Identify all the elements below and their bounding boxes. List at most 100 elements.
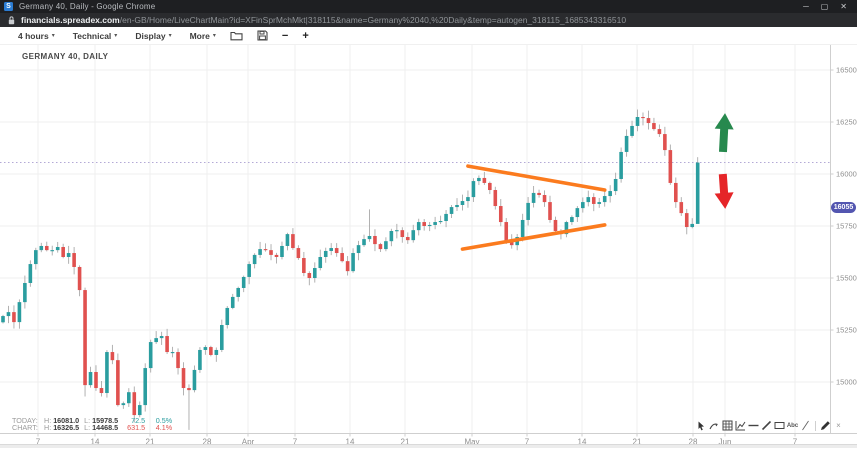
chevron-down-icon: ▾ (114, 33, 118, 39)
price-chart[interactable]: 16500 16250 16000 15750 15500 15250 15000 7 14 21… (0, 45, 857, 448)
pencil-tool-icon[interactable] (820, 419, 831, 432)
zoom-out-button[interactable]: − (281, 29, 289, 42)
candle (263, 249, 268, 251)
candle (50, 250, 55, 252)
time-tick-label: 28 (689, 438, 698, 447)
time-tick-label: 21 (633, 438, 642, 447)
candle (1, 316, 5, 323)
rectangle-tool-icon[interactable] (774, 419, 785, 432)
candle (433, 222, 437, 225)
candle (23, 282, 27, 303)
zoom-in-button[interactable]: + (302, 29, 309, 42)
timeframe-menu[interactable]: 4 hours ▾ (18, 31, 55, 41)
technical-menu-label: Technical (72, 30, 112, 41)
save-icon[interactable] (257, 30, 268, 41)
candle (127, 392, 131, 404)
candle (690, 223, 695, 228)
candle (66, 253, 71, 257)
maximize-button[interactable]: ▢ (820, 2, 829, 11)
display-menu-label: Display (135, 30, 166, 41)
candle (176, 352, 180, 369)
candle (575, 208, 580, 218)
candle (356, 245, 361, 254)
candle (570, 217, 574, 223)
candle (203, 347, 208, 350)
time-tick-label: 14 (346, 438, 355, 447)
close-tools-icon[interactable]: × (836, 421, 841, 430)
time-tick-label: 14 (578, 438, 587, 447)
gridlines (0, 45, 830, 433)
time-tick-label: 7 (293, 438, 298, 447)
candle (449, 207, 454, 214)
horizontal-scrollbar[interactable] (0, 444, 857, 448)
chevron-down-icon: ▾ (51, 33, 55, 39)
more-menu-label: More (189, 30, 210, 41)
price-tick-label: 16500 (836, 66, 857, 75)
candle (351, 253, 355, 272)
candle (329, 248, 333, 251)
time-tick-label: May (464, 438, 479, 447)
time-tick-label: 14 (91, 438, 100, 447)
trendline-annotation[interactable] (466, 164, 607, 192)
down-arrow-annotation[interactable] (713, 173, 734, 209)
candle (28, 264, 33, 283)
text-tool-icon[interactable]: Abc (786, 422, 799, 429)
more-menu[interactable]: More ▾ (190, 31, 216, 41)
chevron-down-icon: ▾ (168, 33, 172, 39)
grid-tool-icon[interactable] (722, 419, 733, 432)
candle (302, 258, 306, 274)
candle (285, 234, 290, 246)
candle (624, 135, 629, 152)
today-low: L: 15978.5 (84, 416, 119, 425)
today-change-pct: 0.5% (155, 416, 173, 425)
display-menu[interactable]: Display ▾ (135, 31, 171, 41)
candle (192, 369, 197, 391)
candle (198, 349, 202, 370)
candle (646, 118, 651, 124)
candle (258, 249, 262, 255)
drawing-toolbar: Abc × (696, 419, 844, 432)
candle (181, 368, 186, 389)
trend-line-tool-icon[interactable] (761, 419, 772, 432)
horizontal-line-tool-icon[interactable] (748, 419, 759, 432)
close-button[interactable]: ✕ (840, 2, 847, 11)
trendline-annotation[interactable] (460, 223, 607, 251)
ray-tool-icon[interactable] (800, 419, 811, 432)
candle (241, 276, 246, 288)
candle (6, 312, 11, 317)
candle (88, 372, 93, 386)
stats-chart-row: CHART: H: 16326.5 L: 14468.5 631.5 4.1% (12, 423, 172, 433)
candle (460, 201, 465, 205)
candle (159, 336, 164, 339)
candle (477, 177, 481, 182)
window-title: Germany 40, Daily - Google Chrome (19, 2, 156, 11)
time-tick-label: 28 (203, 438, 212, 447)
minimize-button[interactable]: ─ (803, 2, 809, 11)
candle (39, 245, 44, 251)
candle (121, 403, 126, 406)
chart-label: CHART: (12, 423, 38, 433)
candle (455, 204, 459, 208)
pointer-tool-icon[interactable] (696, 419, 707, 432)
open-folder-icon[interactable] (230, 30, 243, 41)
price-tick-label: 15250 (836, 326, 857, 335)
candle (668, 150, 673, 183)
candle (230, 296, 235, 308)
up-arrow-annotation[interactable] (713, 113, 734, 153)
site-favicon: S (4, 2, 13, 11)
curve-tool-icon[interactable] (709, 419, 720, 432)
candle (187, 388, 191, 391)
price-tick-label: 15500 (836, 274, 857, 283)
candle (345, 261, 350, 272)
chart-change: 631.5 (127, 423, 146, 433)
candle (307, 273, 312, 278)
candle (105, 352, 109, 394)
technical-menu[interactable]: Technical ▾ (73, 31, 118, 41)
stats-today-row: TODAY: H: 16081.0 L: 15978.5 72.5 0.5% (12, 416, 173, 425)
address-bar[interactable]: financials.spreadex.com/en-GB/Home/LiveC… (0, 13, 857, 27)
window-controls: ─ ▢ ✕ (803, 0, 847, 13)
price-tick-label: 16000 (836, 170, 857, 179)
candle (405, 237, 410, 241)
indicator-tool-icon[interactable] (735, 419, 746, 432)
url-path: /en-GB/Home/LiveChartMain?id=XFinSprMchM… (119, 15, 627, 25)
